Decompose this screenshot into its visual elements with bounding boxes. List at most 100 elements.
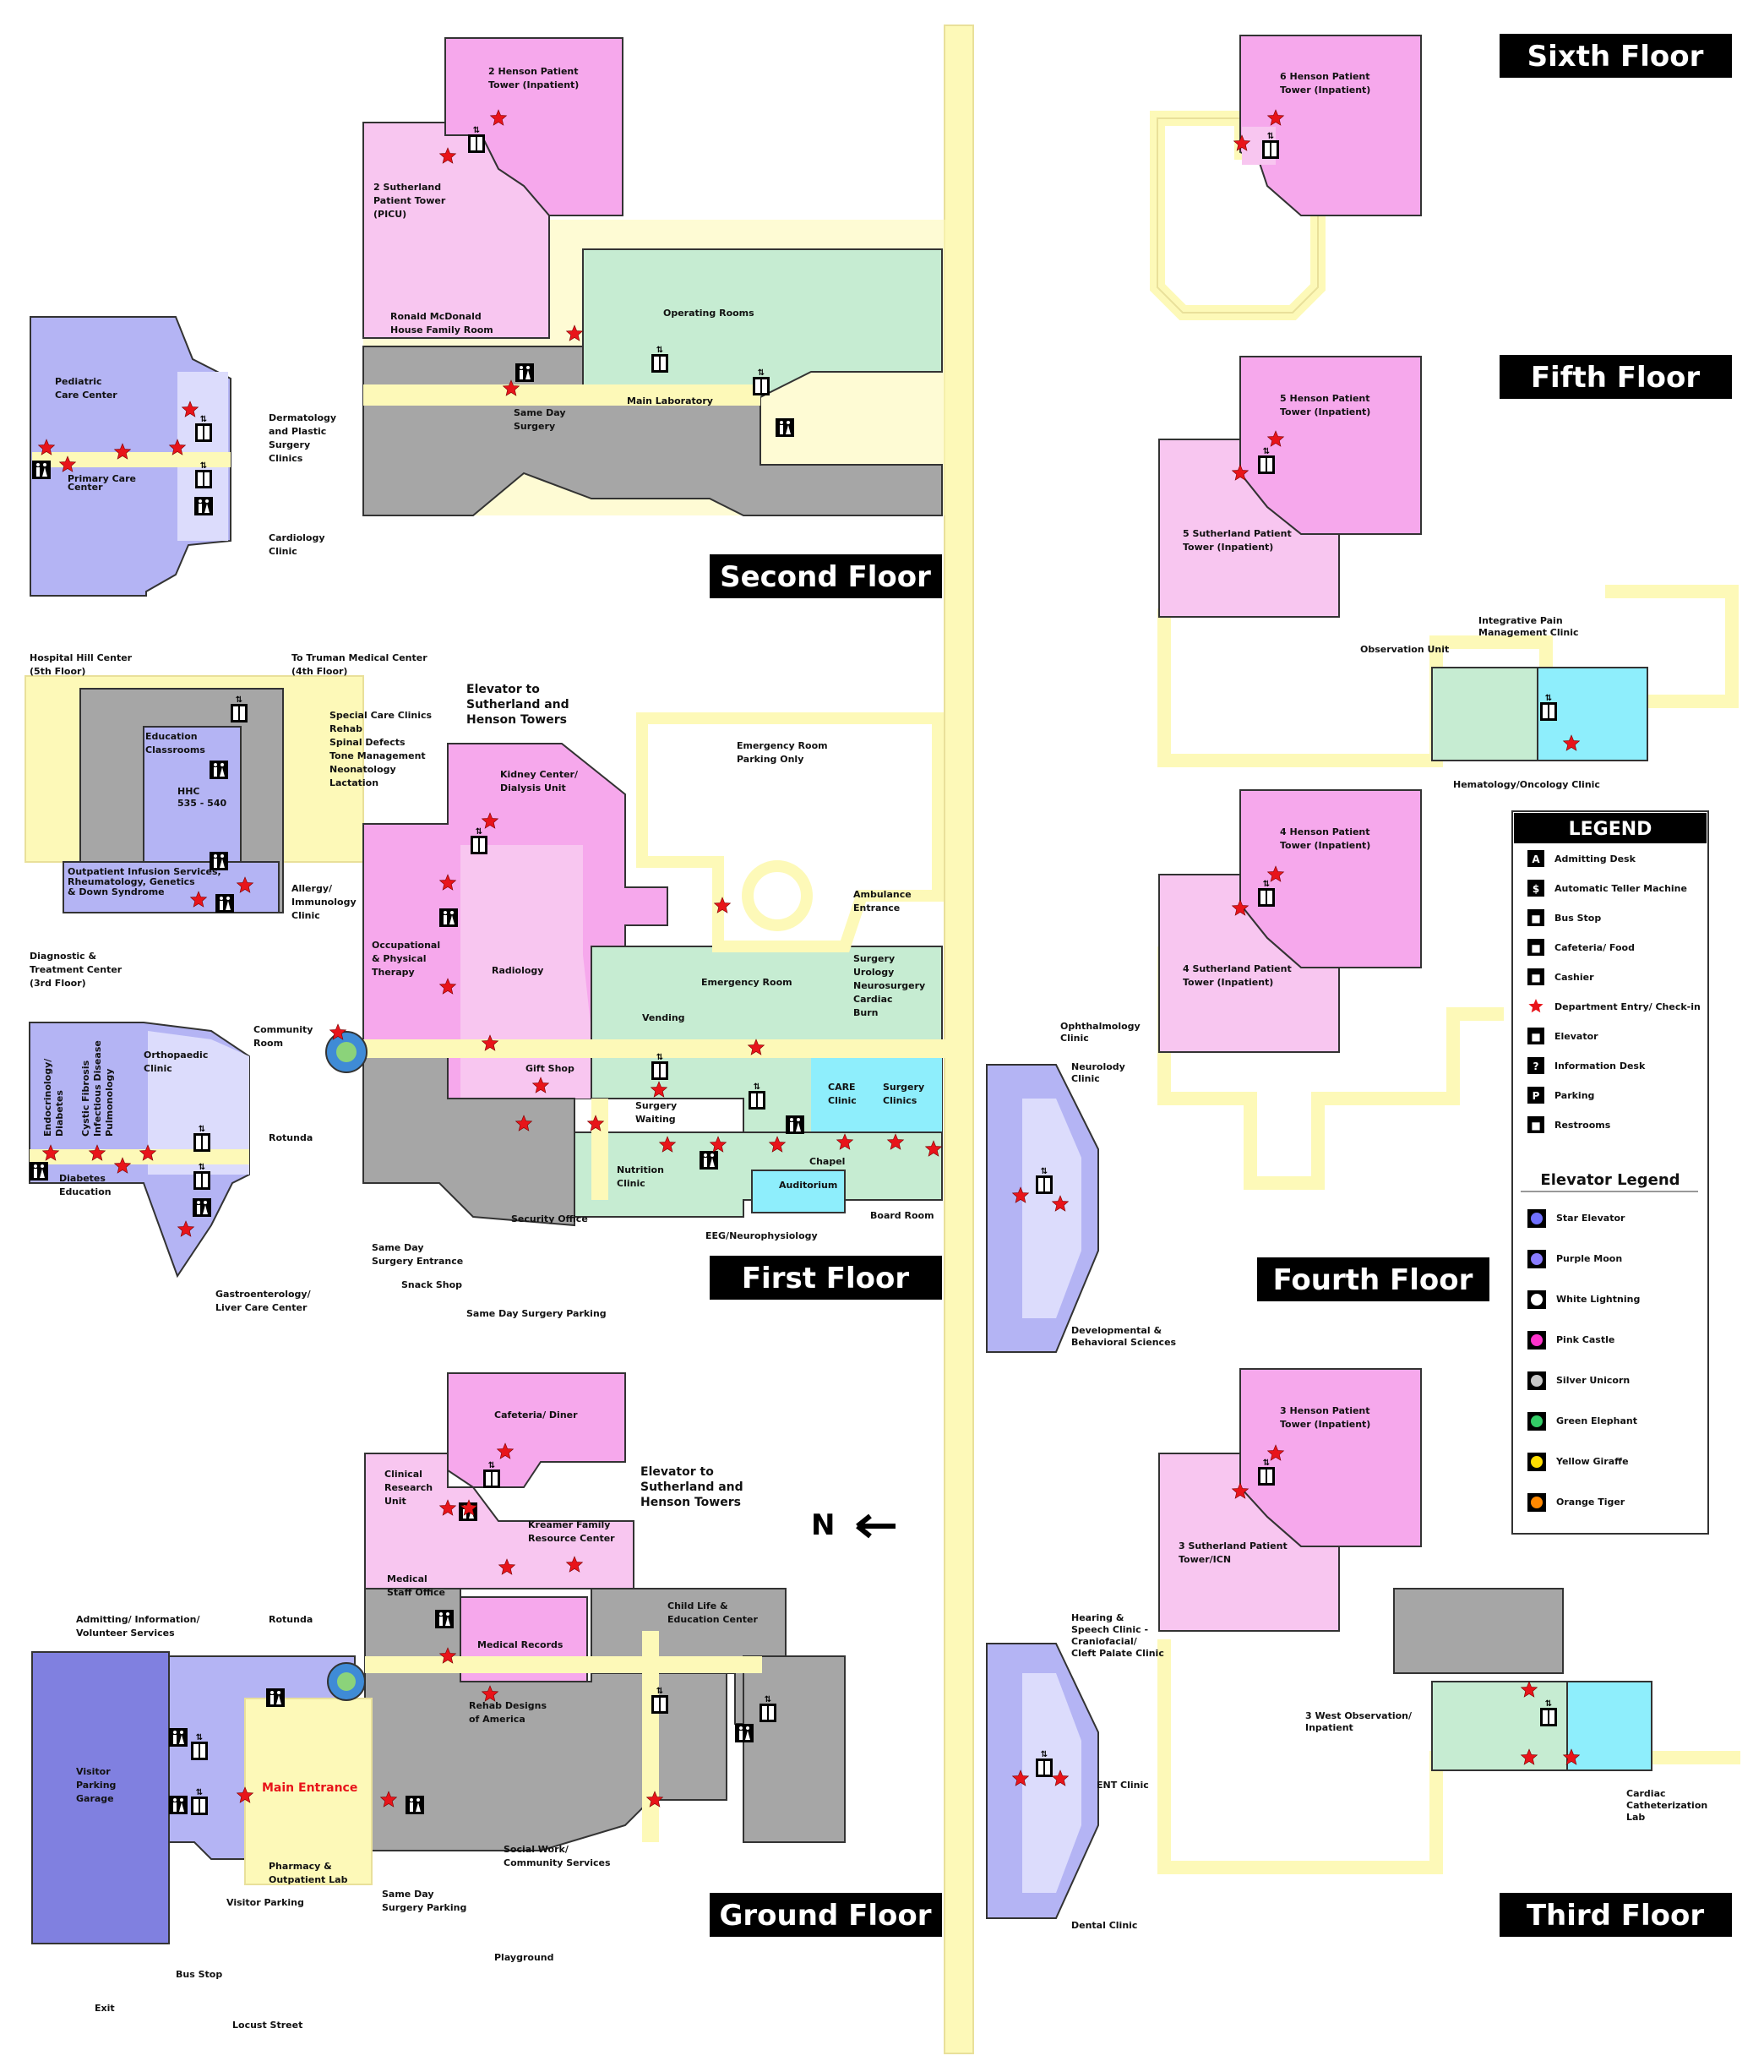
center-corridor (944, 25, 974, 2054)
svg-text:Snack Shop: Snack Shop (401, 1279, 462, 1290)
department-entry-star-icon (1231, 899, 1250, 916)
svg-text:Playground: Playground (494, 1952, 553, 1963)
sixth-floor: 6 Henson Patient Tower (Inpatient) Sixth … (1150, 34, 1732, 320)
legend-icon-1: $ (1533, 883, 1539, 895)
elevator-legend-label-2: White Lightning (1556, 1294, 1640, 1305)
svg-text:Gift Shop: Gift Shop (525, 1063, 574, 1074)
second-floor: 2 Henson Patient Tower (Inpatient) 2 Suth… (30, 37, 946, 598)
svg-text:Chapel: Chapel (809, 1156, 845, 1167)
svg-text:Board Room: Board Room (870, 1210, 934, 1221)
svg-text:Security Office: Security Office (511, 1213, 588, 1224)
department-entry-star-icon (438, 1499, 457, 1516)
svg-text:3 West Observation/Inpatient: 3 West Observation/Inpatient (1305, 1710, 1413, 1733)
svg-text:Hematology/Oncology Clinic: Hematology/Oncology Clinic (1453, 779, 1600, 790)
legend-label-8: Parking (1554, 1090, 1594, 1101)
department-entry-star-icon (37, 439, 56, 455)
svg-text:N: N (811, 1508, 835, 1542)
svg-text:Hearing &Speech Clinic -Cranio: Hearing & Speech Clinic -Craniofacial/Cle… (1071, 1612, 1164, 1659)
legend-item-5: Department Entry/ Check-in (1527, 998, 1701, 1015)
svg-text:Rotunda: Rotunda (269, 1132, 313, 1143)
svg-text:Social Work/Community Services: Social Work/Community Services (504, 1844, 611, 1868)
department-entry-star-icon (650, 1081, 668, 1098)
elevator-legend-item-4: Silver Unicorn (1527, 1371, 1630, 1390)
legend-item-9: ■ Restrooms (1527, 1116, 1611, 1133)
legend-items: A Admitting Desk $ Automatic Teller Machine… (1527, 850, 1701, 1133)
svg-text:Second Floor: Second Floor (720, 560, 931, 594)
department-entry-star-icon (1266, 430, 1285, 447)
legend-elevators: Star Elevator Purple Moon White Lightning P… (1527, 1209, 1640, 1512)
department-entry-star-icon (168, 439, 187, 455)
svg-text:Endocrinology/Diabetes: Endocrinology/Diabetes (42, 1058, 65, 1137)
ground-floor: Cafeteria/ Diner Elevator to Sutherland a… (31, 1372, 942, 2031)
legend-icon-3: ■ (1531, 942, 1540, 954)
svg-text:Outpatient Infusion Services,R: Outpatient Infusion Services, Rheumatolog… (68, 866, 221, 897)
svg-text:Gastroenterology/Liver Care Ce: Gastroenterology/Liver Care Center (215, 1289, 312, 1313)
department-entry-star-icon (58, 455, 77, 472)
department-entry-star-icon (438, 147, 457, 164)
svg-text:Observation Unit: Observation Unit (1360, 644, 1449, 655)
department-entry-star-icon (1231, 464, 1250, 481)
fourth-floor: 4 Henson Patient Tower (Inpatient) 4 Suth… (986, 789, 1504, 1353)
legend-label-0: Admitting Desk (1554, 853, 1636, 864)
legend-item-0: A Admitting Desk (1527, 850, 1636, 867)
department-entry-star-icon (658, 1136, 677, 1153)
elevator-legend-item-2: White Lightning (1527, 1290, 1640, 1309)
department-entry-star-icon (236, 876, 254, 893)
svg-text:To Truman Medical Center(4th F: To Truman Medical Center (4th Floor) (291, 652, 427, 677)
elevator-legend-item-6: Yellow Giraffe (1527, 1453, 1629, 1471)
department-entry-star-icon (481, 1685, 499, 1702)
svg-text:Developmental &Behavioral Scie: Developmental & Behavioral Sciences (1071, 1325, 1177, 1348)
svg-text:Diagnostic &Treatment Center(3: Diagnostic & Treatment Center (3rd Floor) (30, 951, 122, 989)
elevator-legend-item-3: Pink Castle (1527, 1331, 1614, 1350)
legend-label-2: Bus Stop (1554, 913, 1601, 924)
department-entry-star-icon (438, 874, 457, 891)
svg-text:Emergency Room: Emergency Room (701, 977, 792, 988)
elevator-legend-label-7: Orange Tiger (1556, 1497, 1625, 1508)
elevator-legend-label-3: Pink Castle (1556, 1334, 1614, 1345)
svg-text:Rotunda: Rotunda (269, 1614, 313, 1625)
elevator-legend-item-0: Star Elevator (1527, 1209, 1625, 1228)
svg-text:Fourth Floor: Fourth Floor (1273, 1263, 1473, 1297)
department-entry-star-icon (502, 379, 520, 396)
legend-icon-0: A (1532, 853, 1540, 865)
svg-text:Operating Rooms: Operating Rooms (663, 308, 754, 319)
svg-text:Visitor Parking: Visitor Parking (226, 1897, 304, 1908)
legend-icon-6: ■ (1531, 1031, 1540, 1043)
legend-item-7: ? Information Desk (1527, 1057, 1646, 1074)
svg-text:Third Floor: Third Floor (1527, 1899, 1705, 1933)
legend-label-7: Information Desk (1554, 1061, 1646, 1071)
svg-text:Kidney Center/Dialysis Unit: Kidney Center/Dialysis Unit (500, 769, 579, 793)
department-entry-star-icon (41, 1144, 60, 1161)
department-entry-star-icon (709, 1136, 727, 1153)
legend-icon-9: ■ (1531, 1120, 1540, 1131)
department-entry-star-icon (329, 1023, 347, 1040)
department-entry-star-icon (379, 1791, 398, 1808)
legend-item-3: ■ Cafeteria/ Food (1527, 939, 1635, 956)
department-entry-star-icon (514, 1115, 533, 1131)
department-entry-star-icon (481, 812, 499, 829)
department-entry-star-icon (88, 1144, 106, 1161)
legend-label-4: Cashier (1554, 972, 1594, 983)
legend-label-5: Department Entry/ Check-in (1554, 1001, 1701, 1012)
legend-label-6: Elevator (1554, 1031, 1598, 1042)
department-entry-star-icon (645, 1791, 664, 1808)
legend-icon-8: P (1533, 1090, 1540, 1102)
department-entry-star-icon (586, 1115, 605, 1131)
department-entry-star-icon (747, 1039, 765, 1055)
